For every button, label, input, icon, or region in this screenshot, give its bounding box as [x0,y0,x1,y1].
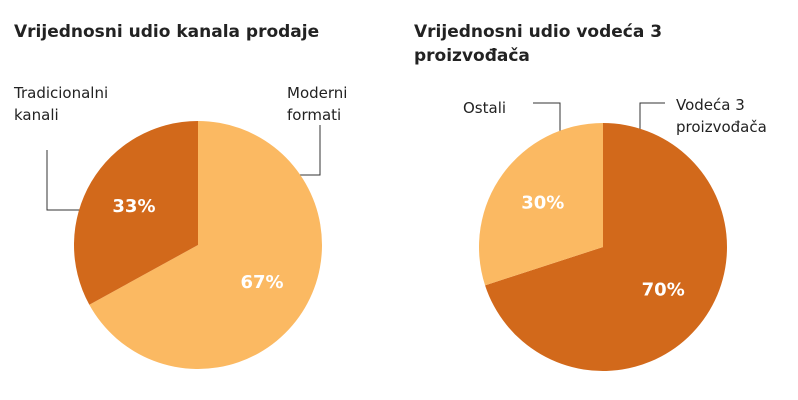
value-label: 67% [240,272,283,293]
chart-title: Vrijednosni udio kanala prodaje [14,22,320,42]
pie-slice [89,121,323,370]
chart-title: Vrijednosni udio vodeća 3 proizvođača [414,22,663,66]
slice-label: Vodeća 3 proizvođača [676,96,767,136]
pie-slice [74,121,198,305]
pie-slice [485,123,727,371]
slice-label: Moderni formati [287,84,348,124]
pie-slice [478,123,603,286]
leader-line [297,125,321,176]
slice-label: Tradicionalni kanali [14,84,109,124]
slice-label: Ostali [463,99,507,117]
value-label: 33% [112,196,155,217]
value-label: 30% [521,192,564,213]
leader-line [639,102,665,135]
value-label: 70% [642,280,685,301]
leader-line [46,150,88,211]
